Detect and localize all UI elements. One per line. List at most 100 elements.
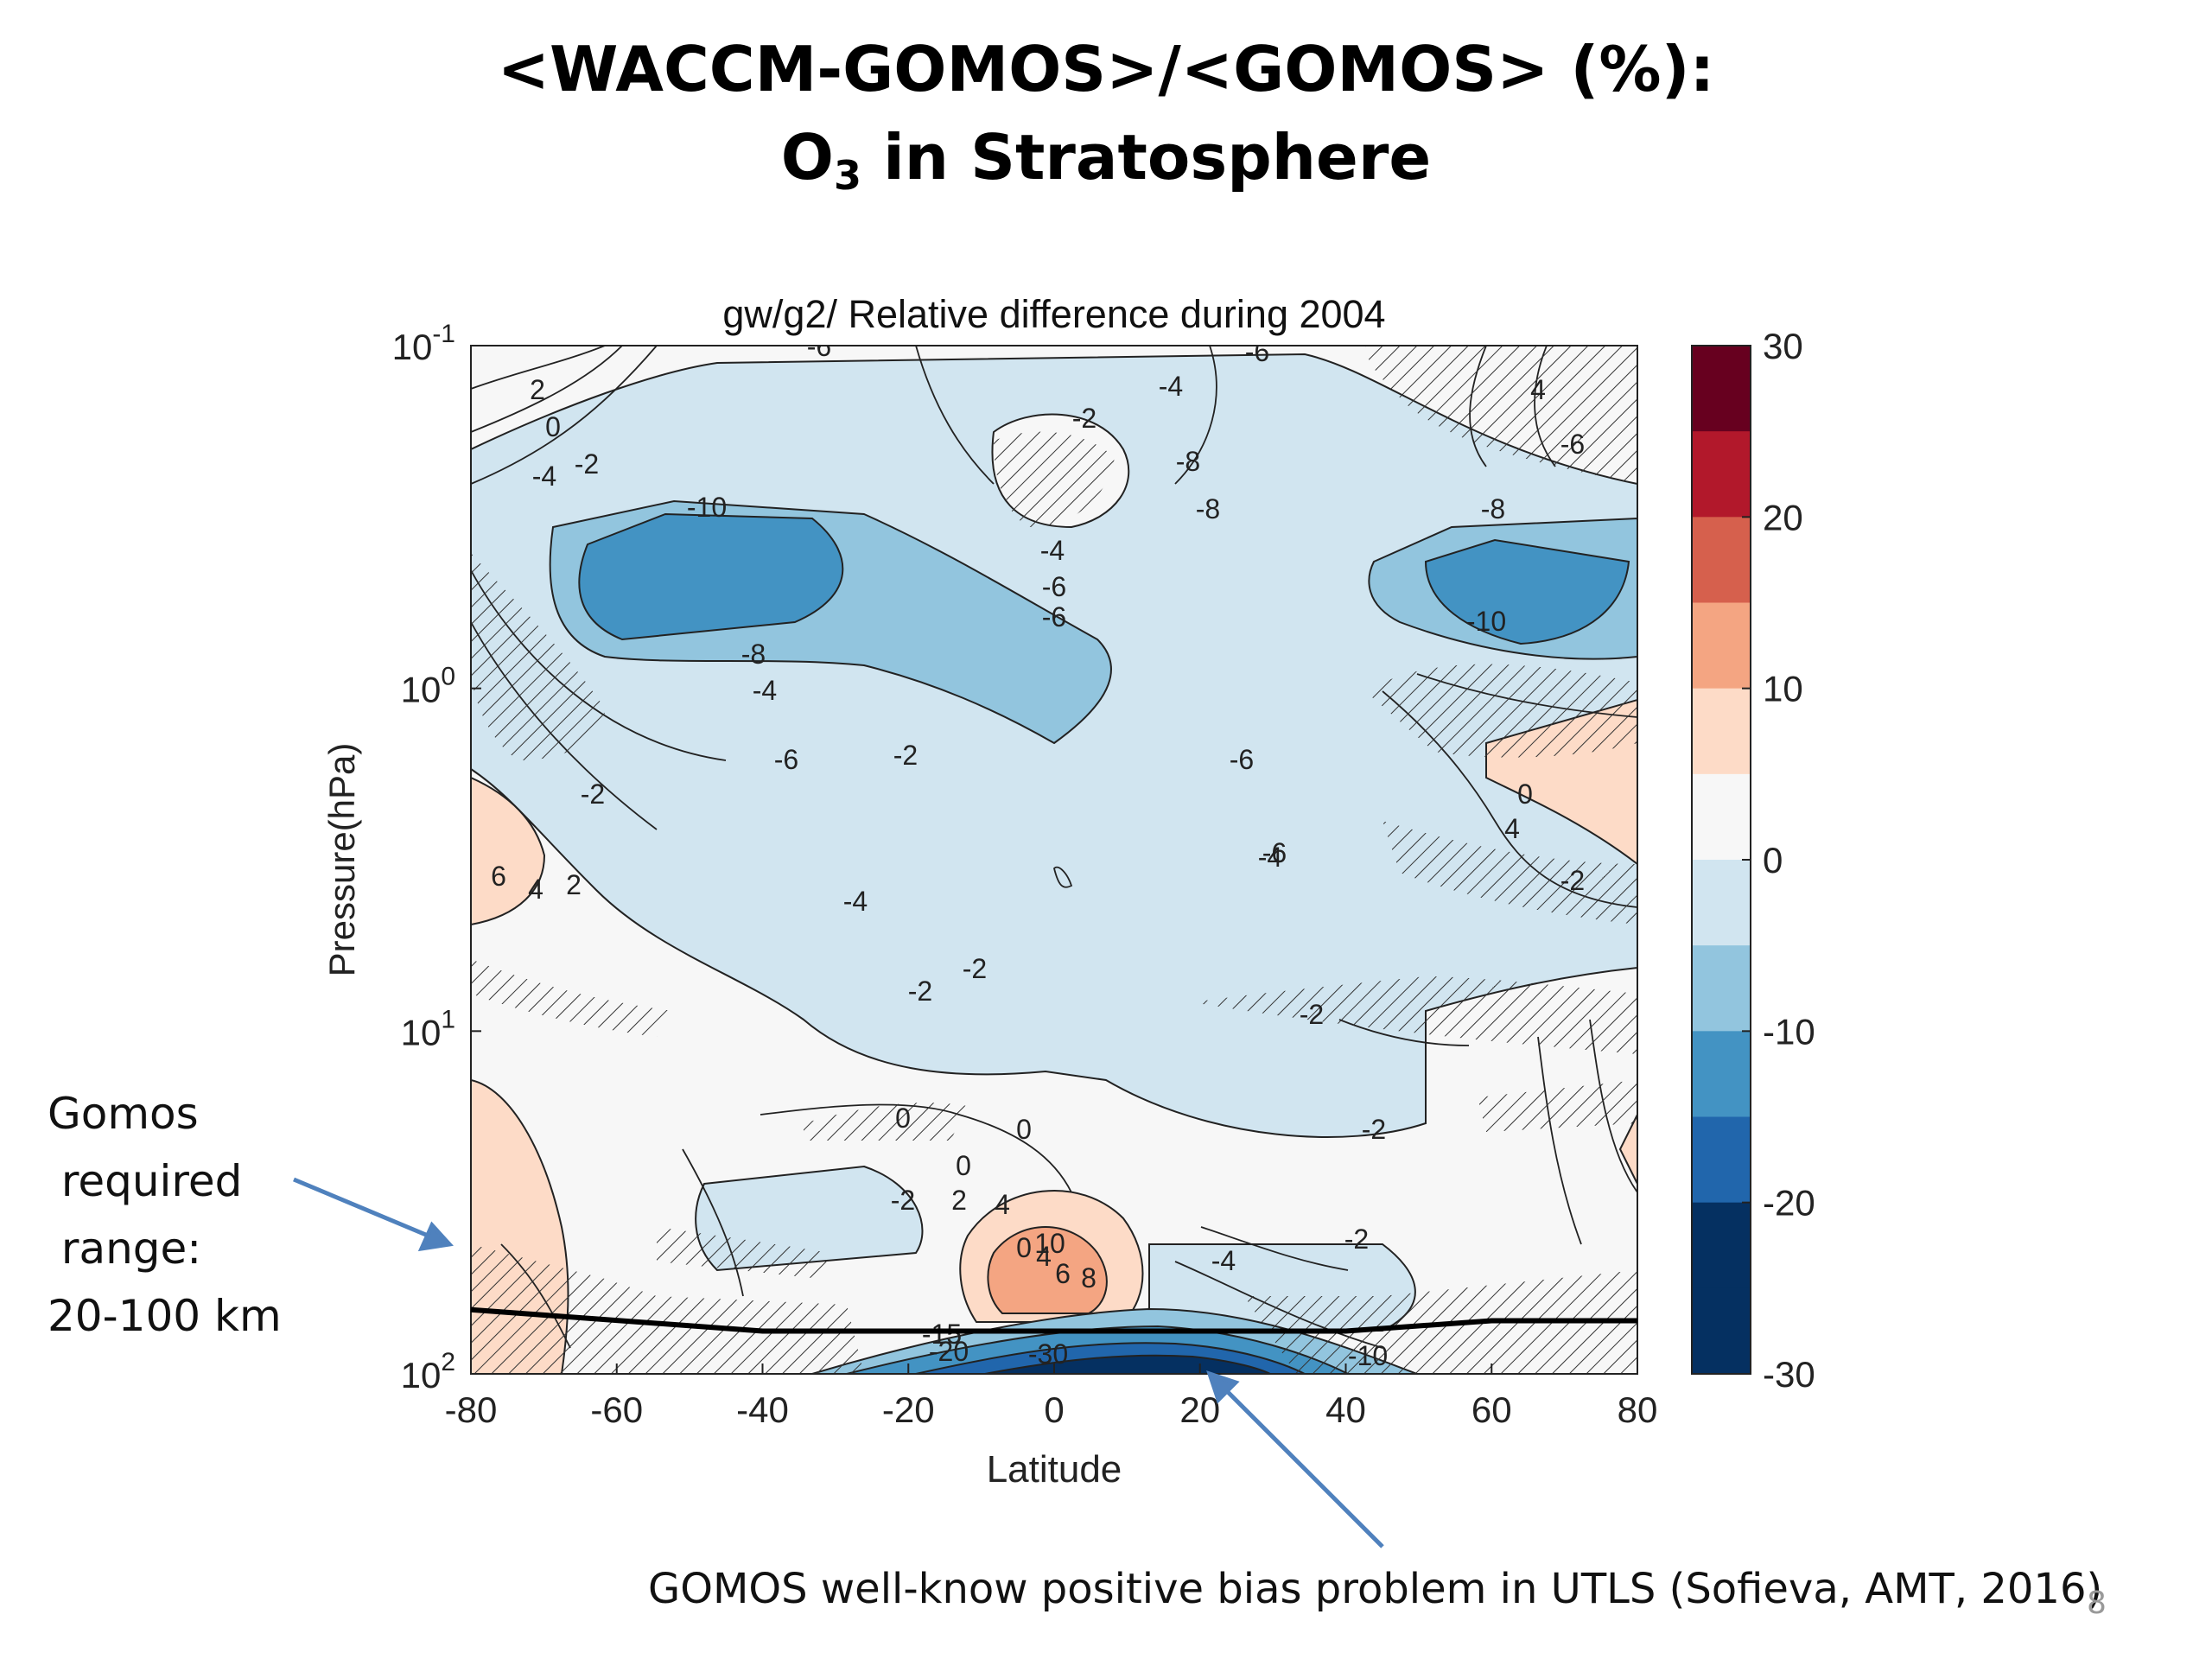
contour-label: -2 xyxy=(575,448,599,480)
x-tick-label: -60 xyxy=(590,1389,643,1430)
contour-label: 0 xyxy=(1016,1232,1032,1263)
required-range-annotation: Gomos required range: 20-100 km xyxy=(48,1080,282,1350)
contour-label: 2 xyxy=(951,1185,967,1216)
colorbar-tick-label: -30 xyxy=(1763,1354,1815,1395)
arrow-bottom-shaft xyxy=(1221,1385,1384,1548)
colorbar-segment xyxy=(1692,1116,1751,1204)
contour-label: 4 xyxy=(528,874,543,905)
title-subscript: 3 xyxy=(834,152,862,199)
x-tick-label: 80 xyxy=(1618,1389,1658,1430)
y-tick-base: 10 xyxy=(401,670,442,710)
contour-label: 4 xyxy=(1504,813,1520,844)
contour-label: 8 xyxy=(1081,1262,1096,1294)
x-tick-labels: -80 -60 -40 -20 0 20 40 60 80 xyxy=(445,1363,1658,1430)
x-axis-label: Latitude xyxy=(987,1448,1122,1491)
contour-label: -20 xyxy=(929,1336,969,1367)
colorbar-segment xyxy=(1692,517,1751,603)
y-tick-label: 100 xyxy=(401,663,455,710)
hatch-regions xyxy=(471,346,1637,1374)
annotation-line: required xyxy=(48,1156,243,1206)
title-o-text: O xyxy=(780,121,835,194)
contour-label: 0 xyxy=(895,1103,911,1134)
x-tick-label: -80 xyxy=(445,1389,498,1430)
contour-label: -4 xyxy=(1258,842,1282,873)
contour-label: -10 xyxy=(1348,1340,1388,1371)
contour-label: -10 xyxy=(687,492,727,523)
contour-label: -6 xyxy=(1042,601,1066,632)
y-tick-label: 10-1 xyxy=(392,320,455,367)
contour-label: -2 xyxy=(891,1185,915,1216)
contour-label: -6 xyxy=(1262,837,1287,868)
contour-label: 6 xyxy=(491,861,506,892)
contour-label: -6 xyxy=(1230,744,1254,775)
contour-label: 6 xyxy=(1055,1258,1071,1289)
contour-label: -8 xyxy=(741,639,766,670)
colorbar-segment xyxy=(1692,431,1751,518)
colorbar-tick-label: 10 xyxy=(1763,669,1803,709)
arrow-left-shaft xyxy=(293,1177,433,1240)
y-tick-label: 101 xyxy=(401,1005,455,1052)
colorbar-segment xyxy=(1692,1287,1751,1375)
x-tick-label: 40 xyxy=(1325,1389,1366,1430)
contour-label: -8 xyxy=(1176,446,1200,477)
contour-label: -8 xyxy=(1196,493,1220,524)
contour-label: 4 xyxy=(995,1189,1010,1220)
contour-label: 0 xyxy=(956,1150,971,1181)
contour-label: -2 xyxy=(1300,999,1324,1030)
positive-band-left xyxy=(471,776,546,926)
minus-fifteen-core-left xyxy=(578,512,844,641)
arrow-left-head xyxy=(417,1221,454,1252)
colorbar-tick-label: 30 xyxy=(1763,326,1803,366)
y-tick-base: 10 xyxy=(401,1355,442,1395)
colorbar-segment xyxy=(1692,945,1751,1032)
y-axis-label: Pressure(hPa) xyxy=(321,743,362,977)
slide-title-line2: O3 in Stratosphere xyxy=(0,121,2212,199)
contour-label: -6 xyxy=(807,331,831,362)
x-tick-label: 0 xyxy=(1044,1389,1064,1430)
contour-label: 2 xyxy=(566,869,582,900)
y-tick-exponent: 2 xyxy=(441,1348,455,1376)
colorbar-segment xyxy=(1692,773,1751,861)
contour-label: -6 xyxy=(1042,571,1066,602)
page-number: 8 xyxy=(2087,1586,2107,1621)
positive-band-right-low xyxy=(1618,1114,1637,1185)
y-tick-base: 10 xyxy=(392,327,433,367)
contour-label: 0 xyxy=(1016,1114,1032,1145)
contour-field: -6 -6-4-22 40-2-4-6-10 -8-6-4-8-8-6-4-2-6 -6… xyxy=(471,331,1637,1374)
colorbar xyxy=(1691,345,1751,1375)
contour-label: 4 xyxy=(1530,374,1546,405)
annotation-line: range: xyxy=(48,1224,202,1274)
contour-label: -6 xyxy=(1245,336,1269,367)
y-tick-base: 10 xyxy=(401,1012,442,1052)
y-tick-exponent: 1 xyxy=(441,1005,455,1033)
colorbar-segment xyxy=(1692,1202,1751,1289)
colorbar-tick-label: 20 xyxy=(1763,497,1803,537)
colorbar-segment xyxy=(1692,346,1751,432)
minus-fifteen-core-right xyxy=(1424,538,1630,645)
contour-label: 4 xyxy=(1036,1241,1052,1272)
colorbar-segment xyxy=(1692,1031,1751,1117)
x-tick-label: -40 xyxy=(736,1389,789,1430)
contour-label: 0 xyxy=(1517,779,1533,810)
contour-label: -2 xyxy=(893,740,918,771)
contour-label: 0 xyxy=(545,411,561,442)
y-tick-exponent: -1 xyxy=(432,320,455,348)
contour-label: -10 xyxy=(1466,606,1506,637)
contour-label: -15 xyxy=(922,1319,962,1350)
arrow-bottom-head xyxy=(1206,1370,1240,1404)
contour-label: -4 xyxy=(1159,371,1183,402)
annotation-line: Gomos xyxy=(48,1089,199,1139)
contour-label: -2 xyxy=(1072,403,1096,434)
contour-label: -2 xyxy=(908,976,932,1007)
colorbar-segment xyxy=(1692,602,1751,690)
contour-label: -4 xyxy=(843,886,868,917)
y-tick-exponent: 0 xyxy=(441,663,455,691)
contour-label: -4 xyxy=(1040,535,1065,566)
colorbar-tick-label: -20 xyxy=(1763,1183,1815,1224)
contour-label: -2 xyxy=(1362,1114,1386,1145)
slide-title-line1: <WACCM-GOMOS>/<GOMOS> (%): xyxy=(497,33,1715,105)
bias-annotation: GOMOS well-know positive bias problem in… xyxy=(648,1565,2103,1613)
y-tick-label: 102 xyxy=(401,1348,455,1395)
colorbar-tick-label: 0 xyxy=(1763,840,1783,880)
